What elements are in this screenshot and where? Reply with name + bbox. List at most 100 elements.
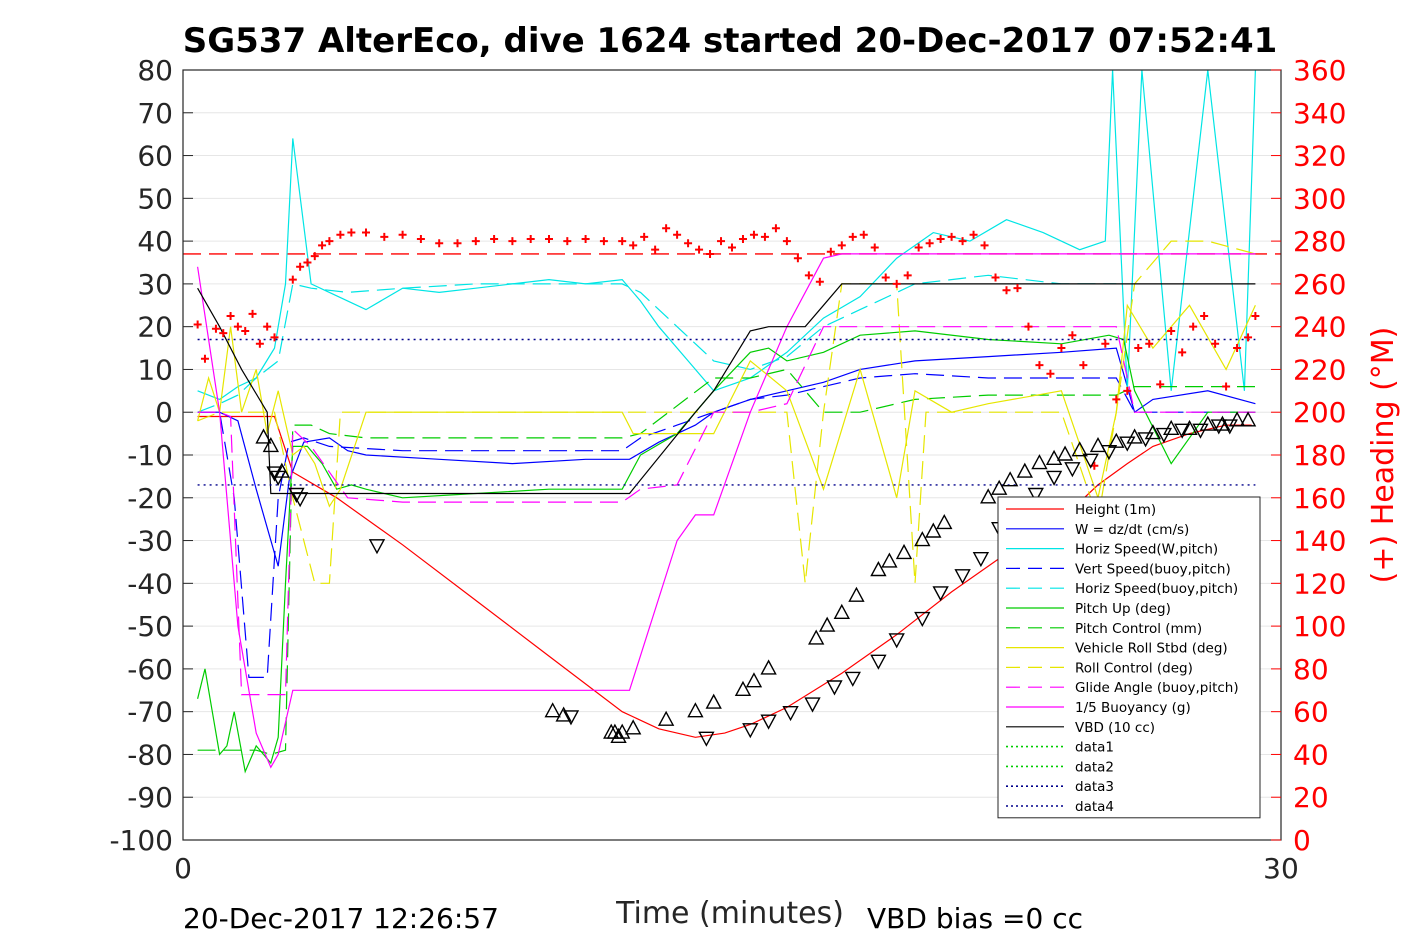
- y2-tick-label: 100: [1293, 610, 1346, 643]
- y-tick-label: -70: [127, 696, 173, 729]
- legend-label: Horiz Speed(W,pitch): [1075, 542, 1218, 558]
- y-tick-label: 80: [137, 54, 173, 87]
- x-tick-label: 0: [174, 852, 192, 885]
- heading-point: [969, 230, 978, 239]
- y2-tick-label: 280: [1293, 225, 1346, 258]
- heading-point: [526, 234, 535, 243]
- ascent-marker: [980, 488, 997, 504]
- heading-point: [662, 224, 671, 233]
- heading-point: [241, 326, 250, 335]
- heading-point: [903, 271, 912, 280]
- heading-point: [629, 241, 638, 250]
- series-line-1: [197, 347, 1256, 567]
- ascent-marker: [614, 723, 631, 739]
- heading-point: [936, 234, 945, 243]
- heading-point: [248, 309, 257, 318]
- heading-point: [804, 271, 813, 280]
- descent-marker: [291, 492, 309, 508]
- y-tick-label: 40: [137, 225, 173, 258]
- heading-point: [892, 279, 901, 288]
- heading-point: [881, 273, 890, 282]
- legend-label: Horiz Speed(buoy,pitch): [1075, 581, 1238, 597]
- ascent-marker: [255, 428, 272, 444]
- series-line-2: [197, 70, 1256, 401]
- heading-point: [1046, 369, 1055, 378]
- heading-point: [211, 324, 220, 333]
- legend-label: data4: [1075, 799, 1114, 815]
- heading-point: [1222, 382, 1231, 391]
- ascent-marker: [881, 552, 898, 568]
- y-tick-label: 10: [137, 353, 173, 386]
- y-tick-label: -10: [127, 439, 173, 472]
- heading-point: [914, 243, 923, 252]
- ascent-marker: [625, 719, 642, 735]
- ascent-marker: [705, 693, 722, 709]
- y2-tick-label: 220: [1293, 353, 1346, 386]
- ascent-marker: [1089, 436, 1107, 453]
- heading-point: [837, 241, 846, 250]
- y-tick-label: -80: [127, 738, 173, 771]
- heading-point: [310, 252, 319, 261]
- descent-marker: [844, 671, 861, 687]
- heading-point: [1145, 339, 1154, 348]
- descent-marker: [888, 633, 905, 649]
- heading-point: [1167, 326, 1176, 335]
- descent-marker: [914, 611, 931, 628]
- ascent-marker: [1056, 445, 1074, 461]
- y-tick-label: 50: [137, 182, 173, 215]
- heading-point: [471, 237, 480, 246]
- y-tick-label: -40: [127, 567, 173, 600]
- legend-label: Pitch Control (mm): [1075, 621, 1202, 637]
- legend-label: Vert Speed(buoy,pitch): [1075, 561, 1231, 577]
- heading-point: [947, 232, 956, 241]
- ascent-marker: [745, 672, 763, 688]
- y2-tick-label: 240: [1293, 311, 1346, 344]
- heading-point: [219, 329, 228, 338]
- legend-label: Glide Angle (buoy,pitch): [1075, 680, 1239, 696]
- heading-point: [991, 273, 1000, 282]
- heading-point: [1079, 361, 1088, 370]
- ascent-marker: [1199, 415, 1216, 431]
- ascent-marker: [818, 616, 836, 632]
- ascent-marker: [1239, 411, 1257, 427]
- descent-marker: [1192, 423, 1209, 439]
- descent-marker: [269, 470, 287, 486]
- descent-marker: [1119, 436, 1136, 452]
- descent-marker: [1210, 419, 1227, 435]
- y2-tick-label: 200: [1293, 396, 1346, 429]
- footer-timestamp: 20-Dec-2017 12:26:57: [183, 902, 499, 935]
- series-lines: [183, 70, 1281, 774]
- y2-tick-label: 140: [1293, 525, 1346, 558]
- heading-point: [1244, 333, 1253, 342]
- series-line-0: [197, 415, 1252, 738]
- heading-point: [545, 234, 553, 243]
- heading-point: [684, 239, 693, 248]
- heading-point: [980, 241, 989, 250]
- x-axis-ticks: 0 30: [174, 852, 1299, 885]
- ascent-marker: [734, 680, 752, 696]
- heading-point: [717, 237, 726, 246]
- y-tick-label: -30: [127, 525, 173, 558]
- heading-point: [296, 262, 305, 271]
- ascent-marker: [833, 603, 850, 619]
- descent-marker: [288, 487, 305, 503]
- ascent-marker: [610, 727, 627, 744]
- ascent-marker: [991, 479, 1008, 495]
- legend-label: Pitch Up (deg): [1075, 601, 1171, 617]
- legend-label: 1/5 Buoyancy (g): [1075, 700, 1191, 716]
- heading-point: [1035, 361, 1044, 370]
- heading-point: [263, 322, 272, 331]
- ascent-marker: [936, 513, 953, 530]
- heading-point: [728, 243, 736, 252]
- legend: Height (1m) W = dz/dt (cm/s) Horiz Speed(W…: [997, 496, 1261, 819]
- heading-point: [1112, 395, 1121, 404]
- ascent-marker: [760, 659, 777, 675]
- descent-marker: [698, 731, 715, 747]
- legend-label: data3: [1075, 779, 1114, 795]
- y-tick-label: 0: [155, 396, 173, 429]
- legend-box: [997, 496, 1261, 819]
- ascent-marker: [555, 706, 572, 722]
- heading-point: [362, 228, 370, 237]
- heading-point: [1002, 286, 1011, 295]
- y-tick-label: -100: [109, 824, 173, 857]
